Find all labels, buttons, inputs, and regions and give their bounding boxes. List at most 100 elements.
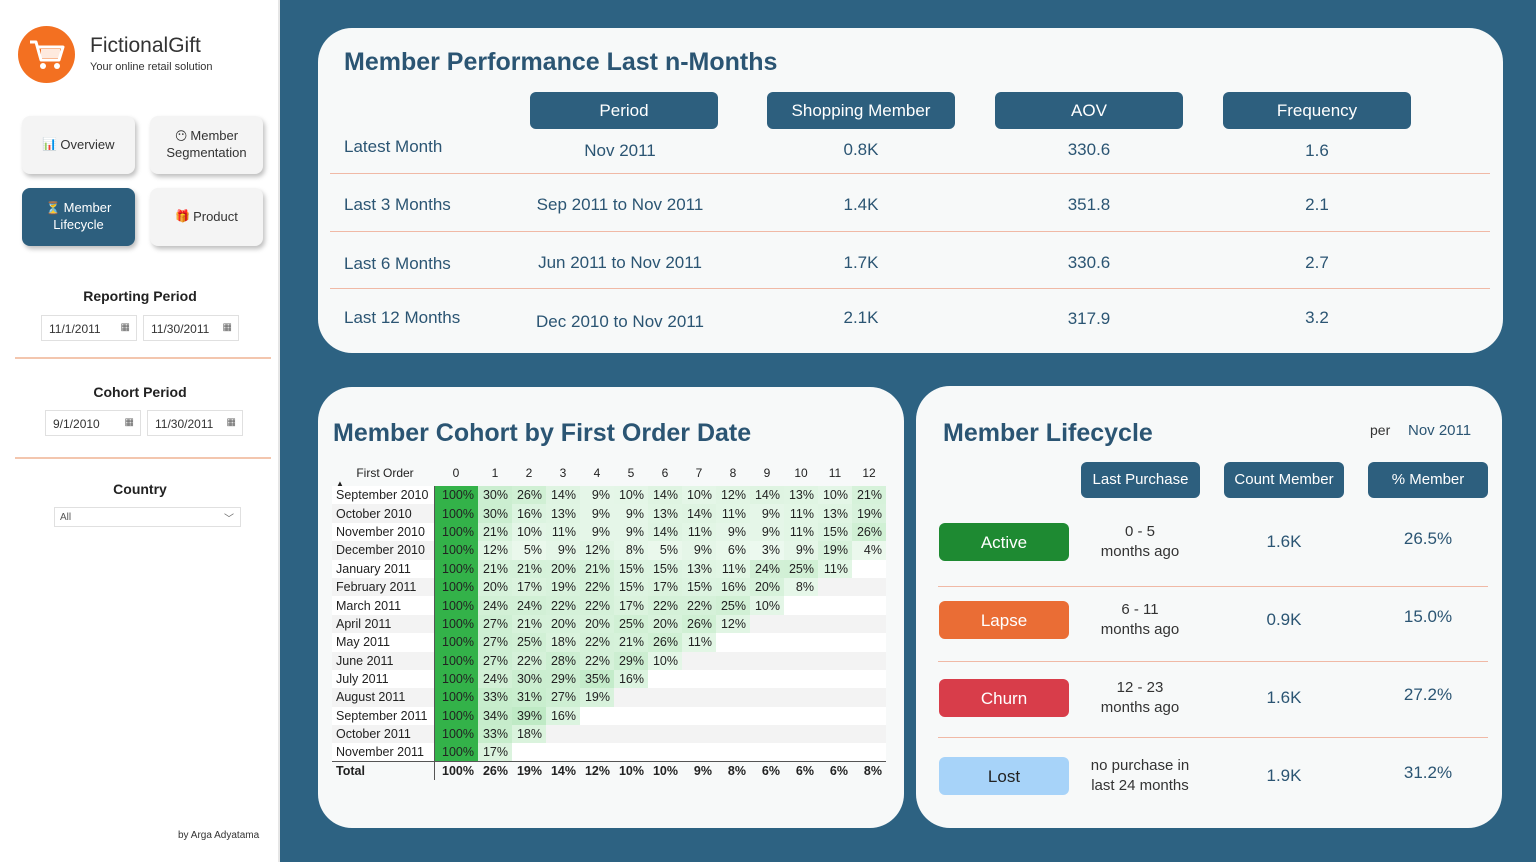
total-cell: 8%	[852, 761, 886, 781]
cohort-cell	[750, 615, 784, 633]
cohort-cell: 30%	[478, 486, 512, 505]
cohort-cell	[852, 652, 886, 670]
cohort-column-header: 11	[828, 466, 842, 480]
cohort-end-date[interactable]: 11/30/2011 ▦	[147, 410, 243, 436]
lifecycle-title: Member Lifecycle	[943, 419, 1153, 447]
pct-member-value: 15.0%	[1403, 607, 1453, 626]
first-order-header[interactable]: First Order ▲	[332, 460, 434, 488]
cohort-cell: 15%	[614, 577, 648, 597]
cohort-cell	[614, 707, 648, 725]
cohort-cell: 21%	[478, 559, 512, 578]
bar-chart-icon: 📊	[42, 137, 58, 152]
table-row: May 2011 100% 27% 25% 18% 22% 21% 26% 11%	[332, 633, 886, 652]
cohort-cell: 100%	[433, 577, 478, 597]
reporting-end-value: 11/30/2011	[151, 322, 210, 336]
member-segmentation-button[interactable]: 😶 Member Segmentation	[150, 116, 263, 174]
cohort-cell: 31%	[512, 688, 546, 707]
cohort-cell: 20%	[546, 559, 580, 578]
lifecycle-label-1: Member	[63, 200, 112, 216]
cohort-card: Member Cohort by First Order Date First …	[318, 387, 904, 828]
cohort-column-header: 4	[593, 466, 601, 480]
chevron-down-icon[interactable]: ﹀	[224, 514, 234, 525]
country-dropdown[interactable]: All ﹀	[54, 507, 241, 527]
per-label: per	[1370, 422, 1391, 438]
cohort-cell	[716, 743, 750, 761]
overview-button[interactable]: 📊 Overview	[22, 116, 135, 174]
cohort-cell	[750, 743, 784, 761]
performance-card	[318, 28, 1503, 353]
cohort-cell	[580, 725, 614, 743]
calendar-icon[interactable]: ▦	[222, 322, 232, 333]
cohort-cell	[818, 725, 852, 743]
total-cell: 6%	[818, 761, 852, 781]
cohort-column-header: 0	[452, 466, 460, 480]
cohort-start-date[interactable]: 9/1/2010 ▦	[45, 410, 141, 436]
divider	[330, 231, 1490, 232]
cohort-column-header: 8	[729, 466, 737, 480]
cohort-cell: 27%	[478, 651, 512, 670]
perf-row-label: Latest Month	[344, 137, 443, 156]
total-cell: 100%	[433, 761, 478, 781]
cohort-cell: 24%	[478, 669, 512, 689]
cohort-cell	[818, 578, 852, 596]
pct-member-header: % Member	[1368, 462, 1488, 498]
cohort-row-label: September 2010	[336, 488, 429, 503]
cohort-cell	[852, 560, 886, 578]
total-cell: 9%	[682, 761, 716, 781]
cohort-cell: 100%	[433, 688, 478, 707]
calendar-icon[interactable]: ▦	[124, 417, 134, 428]
cohort-cell: 26%	[512, 486, 546, 505]
total-cell: 19%	[512, 761, 546, 781]
last-purchase-line-2: months ago	[1100, 543, 1180, 560]
cohort-cell	[784, 596, 818, 614]
cohort-column-header: 12	[862, 466, 876, 480]
cohort-row-label: May 2011	[336, 635, 390, 650]
cohort-cell: 9%	[614, 504, 648, 523]
cohort-cell: 19%	[580, 688, 614, 707]
calendar-icon[interactable]: ▦	[120, 322, 130, 333]
cohort-cell	[852, 596, 886, 614]
cohort-period-title: Cohort Period	[93, 384, 187, 400]
member-lifecycle-button[interactable]: ⏳ Member Lifecycle	[22, 188, 135, 246]
cohort-cell: 21%	[852, 486, 886, 505]
cohort-cell	[818, 633, 852, 651]
cohort-cell	[512, 743, 546, 761]
cohort-cell	[818, 652, 852, 670]
cohort-cell	[648, 670, 682, 688]
cohort-cell: 25%	[784, 559, 818, 578]
cohort-end-value: 11/30/2011	[155, 417, 214, 431]
cohort-cell	[614, 725, 648, 743]
table-row: April 2011 100% 27% 21% 20% 20% 25% 20% 26% 12%	[332, 614, 886, 634]
cohort-cell	[750, 652, 784, 670]
reporting-end-date[interactable]: 11/30/2011 ▦	[143, 315, 239, 341]
lifecycle-badge-lapse: Lapse	[939, 601, 1069, 639]
cohort-cell: 22%	[580, 577, 614, 597]
cohort-cell: 16%	[512, 504, 546, 523]
frequency-header: Frequency	[1223, 92, 1411, 129]
reporting-start-date[interactable]: 11/1/2011 ▦	[41, 315, 137, 341]
shopping-member-header: Shopping Member	[767, 92, 955, 129]
country-value: All	[60, 512, 72, 523]
divider	[330, 173, 1490, 174]
cohort-cell	[716, 670, 750, 688]
cohort-cell: 12%	[716, 486, 750, 505]
cohort-cell: 6%	[716, 541, 750, 560]
cohort-cell: 26%	[648, 633, 682, 652]
total-cell: 10%	[614, 761, 648, 781]
calendar-icon[interactable]: ▦	[226, 417, 236, 428]
cohort-cell	[580, 743, 614, 761]
cohort-cell	[784, 743, 818, 761]
total-label: Total	[332, 761, 434, 781]
cohort-cell: 33%	[478, 725, 512, 744]
cohort-row-label: January 2011	[336, 561, 411, 576]
cohort-cell: 15%	[614, 559, 648, 578]
cohort-cell: 100%	[433, 522, 478, 542]
cohort-cell: 30%	[478, 504, 512, 523]
cohort-cell	[852, 670, 886, 688]
product-button[interactable]: 🎁 Product	[150, 188, 263, 246]
cohort-cell: 10%	[682, 486, 716, 505]
cohort-cell	[682, 670, 716, 688]
cohort-cell: 25%	[614, 614, 648, 634]
cohort-body: September 2010 100% 30% 26% 14% 9% 10% 14% 10% 12…	[332, 486, 886, 781]
count-member-value: 1.6K	[1266, 532, 1302, 551]
